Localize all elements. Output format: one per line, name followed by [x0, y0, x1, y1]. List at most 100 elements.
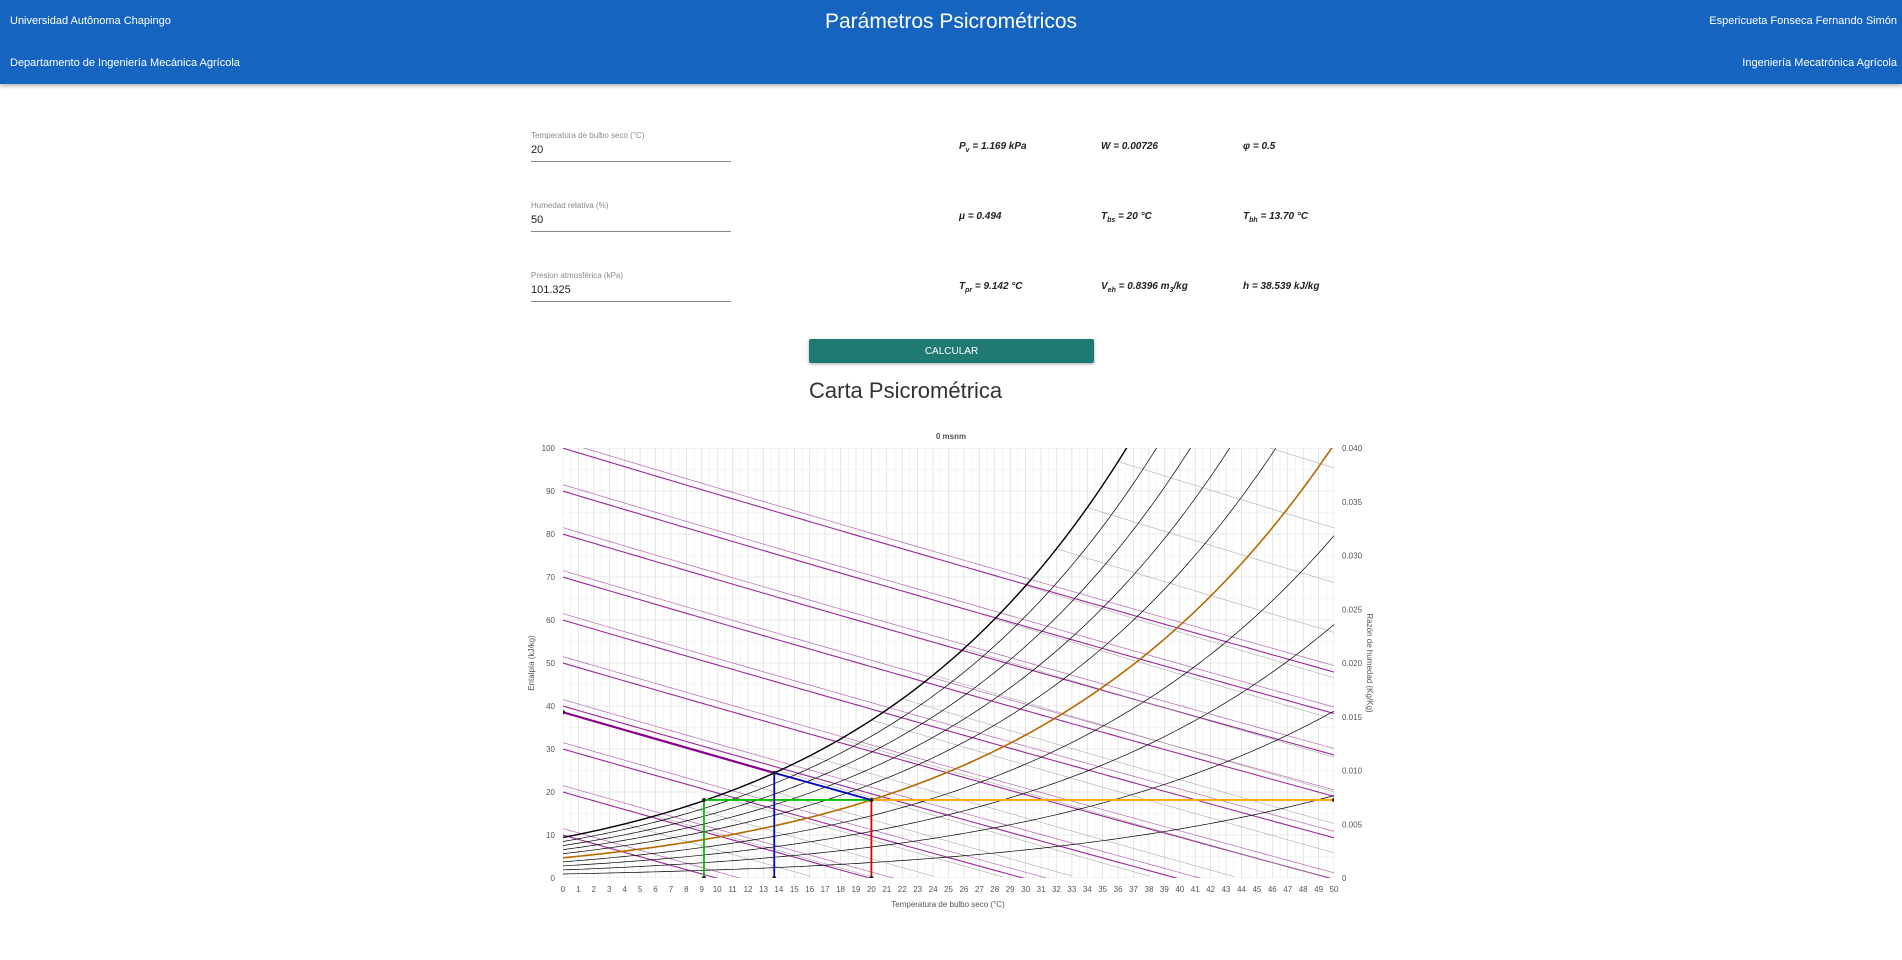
x-tick-label: 15 [790, 885, 799, 894]
wet-bulb-line [1056, 548, 1334, 633]
enthalpy-line [563, 527, 1334, 749]
university-name: Universidad Autônoma Chapingo [10, 15, 171, 27]
x-tick-label: 46 [1268, 885, 1277, 894]
dry-bulb-input[interactable] [531, 140, 731, 161]
pressure-field: Presion atmosférica (kPa) [531, 271, 731, 302]
x-tick-label: 8 [684, 885, 689, 894]
y-axis-right-label: Razón de humedad (Kg/Kg) [1365, 613, 1374, 713]
enthalpy-line [563, 785, 895, 878]
humidity-input[interactable] [531, 210, 731, 231]
enthalpy-line [563, 576, 1334, 797]
x-tick-label: 38 [1145, 885, 1154, 894]
enthalpy-line [563, 699, 1202, 878]
result-mu: μ = 0.494 [959, 211, 1002, 222]
page-title: Parámetros Psicrométricos [824, 10, 1078, 33]
wet-bulb-line [963, 648, 1334, 758]
x-tick-label: 48 [1299, 885, 1308, 894]
x-axis-label: Temperatura de bulbo seco (°C) [891, 900, 1005, 909]
y-left-tick-label: 40 [546, 702, 555, 711]
state-enthalpy-line [563, 711, 775, 774]
wet-bulb-line [1211, 289, 1334, 328]
x-tick-label: 20 [867, 885, 876, 894]
state-marker [772, 770, 777, 775]
y-right-tick-label: 0.005 [1342, 820, 1363, 829]
pressure-label: Presion atmosférica (kPa) [531, 271, 624, 280]
x-tick-label: 32 [1052, 885, 1061, 894]
rh-curve [563, 448, 1333, 859]
x-tick-label: 12 [744, 885, 753, 894]
enthalpy-line [563, 570, 1334, 791]
x-tick-label: 41 [1191, 885, 1200, 894]
x-tick-label: 27 [975, 885, 984, 894]
wet-bulb-line [1087, 507, 1334, 583]
y-left-tick-label: 20 [546, 788, 555, 797]
state-marker [701, 876, 706, 878]
wet-bulb-line [902, 698, 1334, 824]
enthalpy-line [563, 828, 741, 878]
x-tick-label: 1 [576, 885, 581, 894]
result-veh: Veh = 0.8396 m3/kg [1101, 281, 1188, 294]
x-tick-label: 11 [728, 885, 737, 894]
rh-curve [563, 624, 1334, 867]
wet-bulb-line [655, 815, 872, 877]
enthalpy-line [563, 742, 1048, 878]
x-tick-label: 30 [1021, 885, 1030, 894]
enthalpy-line [563, 748, 1025, 878]
chart-heading: Carta Psicrométrica [809, 378, 1003, 403]
x-tick-label: 40 [1175, 885, 1184, 894]
x-tick-label: 3 [607, 885, 612, 894]
x-tick-label: 18 [836, 885, 845, 894]
x-tick-label: 47 [1283, 885, 1292, 894]
x-tick-label: 33 [1067, 885, 1076, 894]
y-left-tick-label: 0 [551, 874, 556, 883]
enthalpy-line [563, 490, 1334, 715]
rh-curve [563, 448, 1277, 855]
x-tick-label: 0 [561, 885, 566, 894]
wet-bulb-line [1025, 585, 1334, 679]
x-tick-label: 31 [1037, 885, 1046, 894]
rh-curve [563, 448, 1157, 842]
enthalpy-line [563, 705, 1179, 878]
rh-curve [563, 448, 1128, 839]
pressure-input[interactable] [531, 280, 731, 301]
x-tick-label: 5 [638, 885, 643, 894]
x-tick-label: 49 [1314, 885, 1323, 894]
plot-area [563, 50, 1334, 878]
enthalpy-line [582, 448, 1334, 666]
x-tick-label: 4 [622, 885, 627, 894]
x-tick-label: 10 [713, 885, 722, 894]
chart-title: 0 msnm [936, 432, 966, 441]
result-phi: φ = 0.5 [1243, 141, 1276, 152]
state-marker [772, 876, 777, 878]
state-marker [1332, 797, 1334, 802]
x-tick-label: 23 [913, 885, 922, 894]
x-tick-label: 28 [990, 885, 999, 894]
y-left-tick-label: 50 [546, 659, 555, 668]
y-right-tick-label: 0.015 [1342, 713, 1363, 722]
y-right-tick-label: 0.010 [1342, 767, 1363, 776]
rh-curve [563, 448, 1191, 846]
x-tick-label: 50 [1330, 885, 1339, 894]
wet-bulb-line [1303, 50, 1334, 60]
calculate-button[interactable]: CALCULAR [809, 339, 1094, 363]
state-marker [563, 710, 565, 715]
x-tick-label: 42 [1206, 885, 1215, 894]
result-tbh: Tbh = 13.70 °C [1243, 211, 1309, 224]
dry-bulb-field: Temperatura de bulbo seco (°C) [531, 131, 731, 162]
wet-bulb-line [1180, 353, 1334, 402]
y-left-tick-label: 90 [546, 487, 555, 496]
enthalpy-line [563, 834, 719, 878]
y-left-tick-label: 10 [546, 831, 555, 840]
enthalpy-line [563, 533, 1334, 756]
x-tick-label: 36 [1114, 885, 1123, 894]
rh-curve [563, 710, 1334, 871]
rh-curve [563, 535, 1334, 863]
wet-bulb-line [1241, 218, 1334, 248]
y-left-tick-label: 70 [546, 573, 555, 582]
x-tick-label: 44 [1237, 885, 1246, 894]
x-tick-label: 45 [1252, 885, 1261, 894]
x-tick-label: 2 [592, 885, 597, 894]
x-tick-label: 43 [1222, 885, 1231, 894]
department-name: Departamento de Ingeniería Mecánica Agrí… [10, 57, 240, 69]
